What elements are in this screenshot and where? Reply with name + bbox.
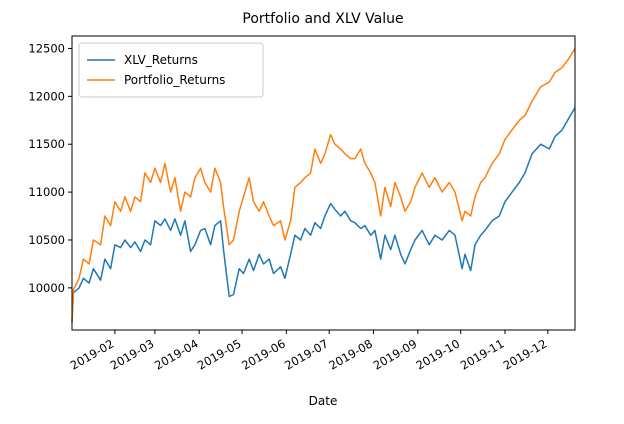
y-tick-label: 12000 [28, 89, 65, 103]
series-lines [71, 48, 576, 323]
x-tick-label: 2019-11 [458, 336, 507, 372]
legend: XLV_Returns Portfolio_Returns [78, 42, 264, 98]
legend-label: XLV_Returns [124, 53, 198, 67]
y-tick-label: 11000 [28, 185, 65, 199]
y-axis-ticks: 10000 10500 11000 11500 12000 12500 [28, 41, 72, 295]
x-axis-label: Date [309, 394, 338, 408]
chart-title: Portfolio and XLV Value [242, 11, 403, 27]
series-line-xlv-returns [71, 107, 576, 323]
x-tick-label: 2019-05 [195, 336, 244, 372]
x-axis-ticks: 2019-022019-032019-042019-052019-062019-… [68, 330, 550, 373]
legend-label: Portfolio_Returns [124, 73, 225, 87]
x-tick-label: 2019-04 [152, 336, 201, 372]
x-tick-label: 2019-06 [239, 336, 288, 372]
x-tick-label: 2019-03 [108, 336, 157, 372]
x-tick-label: 2019-08 [326, 336, 375, 372]
x-tick-label: 2019-09 [371, 336, 420, 372]
y-tick-label: 10000 [28, 281, 65, 295]
x-tick-label: 2019-02 [68, 336, 117, 372]
x-tick-label: 2019-07 [282, 336, 331, 372]
y-tick-label: 11500 [28, 137, 65, 151]
y-tick-label: 12500 [28, 41, 65, 55]
legend-box [78, 42, 264, 98]
x-tick-label: 2019-10 [414, 336, 463, 372]
x-tick-label: 2019-12 [501, 336, 550, 372]
y-tick-label: 10500 [28, 233, 65, 247]
series-line-portfolio-returns [71, 48, 576, 322]
plot-area-frame [71, 35, 576, 331]
